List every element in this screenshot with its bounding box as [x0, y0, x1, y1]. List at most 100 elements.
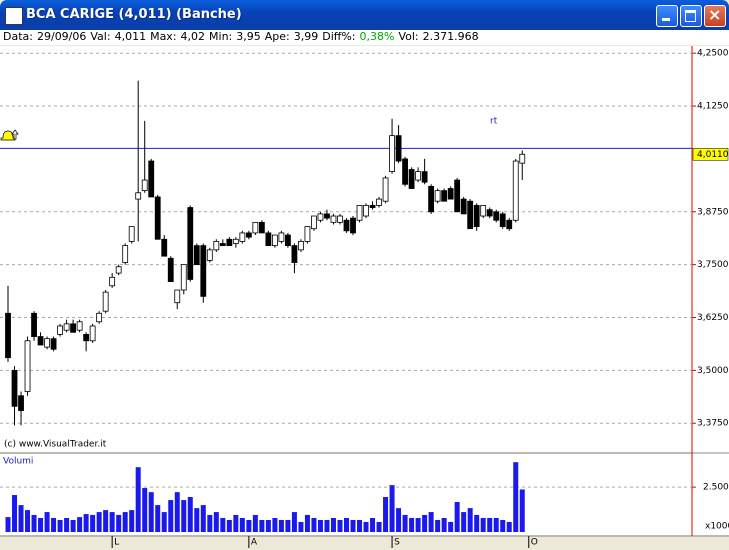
candle-body — [11, 369, 18, 407]
volume-bar — [357, 519, 363, 532]
volume-bar — [148, 492, 154, 532]
volume-bar — [428, 512, 434, 532]
volume-bar — [448, 521, 454, 532]
volume-bar — [317, 519, 323, 532]
candle-body — [343, 219, 350, 232]
candle-body — [24, 340, 31, 392]
volume-bar — [226, 519, 232, 532]
volume-bar — [31, 514, 37, 532]
candle-body — [317, 213, 324, 221]
volume-bar — [265, 519, 271, 532]
volume-bar — [70, 519, 76, 532]
volume-bar — [44, 512, 50, 532]
volume-bar — [174, 492, 180, 532]
y-tick-label: 3,3750 — [697, 419, 729, 429]
volume-bar — [396, 508, 402, 532]
candle-body — [167, 257, 174, 282]
candle-body — [382, 177, 389, 202]
candle-body — [408, 169, 415, 189]
volume-bar — [194, 508, 200, 532]
candle-body — [232, 238, 239, 244]
candle-body — [285, 234, 291, 247]
candle-body — [161, 238, 168, 257]
y-tick-label: 3,6250 — [697, 313, 729, 323]
candle-body — [512, 160, 519, 221]
volume-bar — [506, 521, 512, 532]
volume-bar — [116, 514, 122, 532]
volume-bar — [298, 521, 304, 532]
info-label: Data: — [3, 30, 33, 43]
candle-body — [428, 186, 435, 213]
volume-bar — [259, 519, 265, 532]
maximize-button[interactable] — [680, 5, 702, 27]
candle-body — [291, 245, 298, 263]
volume-bar — [12, 495, 18, 532]
candle-body — [499, 213, 506, 227]
volume-bar — [64, 518, 70, 532]
candle-body — [369, 205, 376, 208]
candle-body — [109, 276, 116, 287]
last-price-box — [692, 148, 729, 161]
candle-body — [395, 135, 402, 162]
candle-body — [83, 334, 90, 342]
candle-body — [5, 312, 11, 359]
candle-body — [389, 135, 395, 173]
candle-body — [467, 200, 474, 230]
candle-body — [226, 238, 233, 247]
volume-bar — [142, 488, 148, 532]
candle-body — [324, 213, 330, 219]
y-tick-label: 3,8750 — [697, 207, 729, 217]
info-label: Max: — [150, 30, 177, 43]
candle-body — [486, 209, 493, 217]
candle-body — [193, 245, 200, 266]
candle-body — [148, 160, 155, 198]
volume-bar — [513, 462, 519, 532]
volume-bar — [487, 518, 493, 532]
close-button[interactable]: × — [704, 5, 726, 27]
volume-bar — [233, 514, 239, 532]
candle-body — [271, 234, 278, 247]
volume-bar — [376, 521, 382, 532]
candle-body — [480, 205, 487, 217]
alarm-arrow — [11, 129, 19, 140]
candle-body — [135, 192, 142, 200]
volume-bar — [181, 500, 187, 532]
volume-bar — [213, 512, 219, 532]
info-value: 4,02 — [180, 30, 206, 43]
volume-bar — [344, 518, 349, 532]
candle-body — [89, 325, 96, 342]
volume-bar — [278, 519, 284, 532]
candle-body — [50, 338, 57, 350]
candle-body — [350, 217, 356, 234]
candle-body — [180, 264, 187, 291]
price-pane — [0, 46, 692, 452]
volume-bar — [161, 512, 167, 532]
pane-title: Volumi — [3, 457, 33, 467]
volume-bar — [122, 512, 128, 532]
volume-bar — [409, 518, 415, 532]
candle-body — [76, 321, 83, 331]
window-title: BCA CARIGE (4,011) (Banche) — [26, 7, 242, 22]
candle-body — [441, 190, 448, 202]
candle-body — [213, 240, 220, 251]
time-axis — [0, 536, 729, 550]
volume-bar — [25, 510, 31, 532]
volume-bar — [83, 514, 89, 532]
candle-body — [265, 232, 272, 247]
minimize-button[interactable] — [656, 5, 678, 27]
x-tick-label: O — [531, 538, 538, 548]
volume-bar — [90, 514, 96, 532]
volume-bar — [330, 518, 336, 532]
candle-body — [174, 289, 181, 304]
source-text: (c) www.VisualTrader.it — [4, 440, 107, 450]
volume-bar — [304, 514, 310, 532]
volume-bar — [51, 518, 57, 532]
volume-bar — [5, 517, 11, 532]
annotation: rt — [490, 116, 498, 126]
candle-body — [219, 243, 226, 247]
volume-bar — [272, 518, 278, 532]
candle-body — [63, 323, 70, 331]
y-tick-label: 4,1250 — [697, 102, 729, 112]
volume-bar — [480, 518, 486, 532]
